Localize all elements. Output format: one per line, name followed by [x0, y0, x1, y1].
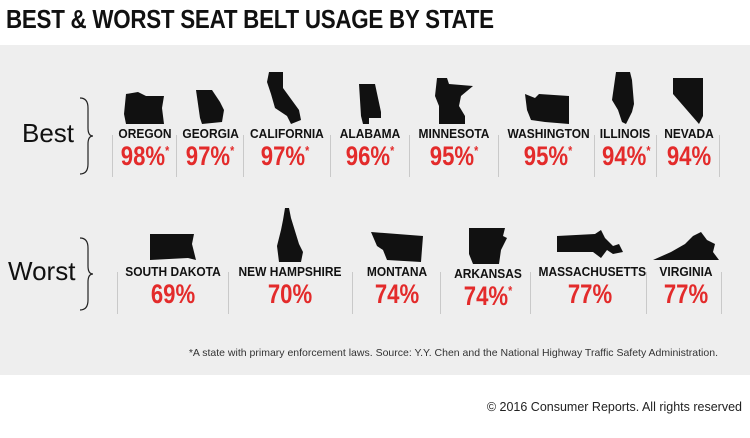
divider: [656, 135, 657, 177]
state-georgia: GEORGIA 97%*: [180, 88, 240, 170]
virginia-shape-icon: [653, 232, 719, 260]
state-percent: 94%*: [602, 141, 651, 171]
state-illinois: ILLINOIS 94%*: [597, 70, 653, 170]
illinois-shape-icon: [612, 72, 634, 124]
divider: [117, 272, 118, 314]
state-name: VIRGINIA: [659, 264, 713, 279]
divider: [440, 272, 441, 314]
state-percent: 94%: [666, 141, 712, 171]
state-minnesota: MINNESOTA 95%*: [413, 76, 495, 170]
divider: [176, 135, 177, 177]
south-dakota-shape-icon: [150, 234, 196, 260]
state-name: NEVADA: [664, 126, 714, 141]
state-name: CALIFORNIA: [250, 126, 324, 141]
worst-label: Worst: [8, 256, 76, 286]
state-percent: 74%*: [463, 281, 513, 311]
state-percent: 74%: [374, 279, 420, 309]
nevada-shape-icon: [673, 78, 703, 124]
state-new-hampshire: NEW HAMPSHIRE 70%: [231, 206, 349, 308]
oregon-shape-icon: [124, 92, 164, 124]
massachusetts-shape-icon: [557, 230, 623, 258]
divider: [646, 272, 647, 314]
divider: [721, 272, 722, 314]
state-percent: 69%: [150, 279, 196, 309]
state-percent: 97%*: [185, 141, 235, 171]
state-name: MONTANA: [366, 264, 428, 279]
state-name: MINNESOTA: [418, 126, 490, 141]
state-alabama: ALABAMA 96%*: [335, 82, 405, 170]
washington-shape-icon: [525, 94, 569, 124]
state-name: OREGON: [118, 126, 172, 141]
state-percent: 98%*: [120, 141, 170, 171]
state-montana: MONTANA 74%: [356, 230, 438, 308]
best-brace-icon: [79, 97, 94, 175]
state-percent: 77%: [663, 279, 709, 309]
state-percent: 95%*: [429, 141, 479, 171]
footnote: *A state with primary enforcement laws. …: [188, 347, 718, 359]
state-name: ARKANSAS: [454, 266, 522, 281]
state-percent: 96%*: [345, 141, 395, 171]
state-arkansas: ARKANSAS 74%*: [443, 226, 533, 310]
state-name: GEORGIA: [182, 126, 239, 141]
state-california: CALIFORNIA 97%*: [247, 70, 324, 171]
state-south-dakota: SOUTH DAKOTA 69%: [121, 232, 225, 308]
best-label: Best: [22, 118, 75, 148]
state-percent: 77%: [567, 279, 613, 309]
divider: [409, 135, 410, 177]
state-oregon: OREGON 98%*: [115, 90, 175, 170]
arkansas-shape-icon: [469, 228, 507, 264]
divider: [498, 135, 499, 177]
alabama-shape-icon: [359, 84, 381, 124]
state-name: NEW HAMPSHIRE: [238, 264, 342, 279]
state-massachusetts: MASSACHUSETTS 77%: [534, 228, 646, 308]
state-percent: 95%*: [523, 141, 573, 171]
divider: [228, 272, 229, 314]
state-name: WASHINGTON: [507, 126, 590, 141]
state-percent: 70%: [267, 279, 313, 309]
divider: [243, 135, 244, 177]
state-washington: WASHINGTON 95%*: [504, 90, 592, 170]
divider: [530, 272, 531, 314]
state-name: ILLINOIS: [599, 126, 651, 141]
divider: [112, 135, 113, 177]
copyright: © 2016 Consumer Reports. All rights rese…: [486, 400, 742, 414]
page-title: BEST & WORST SEAT BELT USAGE BY STATE: [6, 4, 494, 34]
minnesota-shape-icon: [435, 78, 473, 124]
state-name: SOUTH DAKOTA: [125, 264, 221, 279]
state-name: MASSACHUSETTS: [538, 264, 647, 279]
california-shape-icon: [267, 72, 301, 124]
state-name: ALABAMA: [339, 126, 401, 141]
divider: [594, 135, 595, 177]
montana-shape-icon: [371, 232, 423, 262]
divider: [330, 135, 331, 177]
worst-brace-icon: [79, 237, 94, 311]
georgia-shape-icon: [196, 90, 224, 124]
divider: [352, 272, 353, 314]
divider: [719, 135, 720, 177]
state-percent: 97%*: [260, 141, 310, 171]
state-virginia: VIRGINIA 77%: [648, 230, 724, 308]
state-nevada: NEVADA 94%: [660, 76, 718, 170]
new-hampshire-shape-icon: [277, 208, 303, 262]
